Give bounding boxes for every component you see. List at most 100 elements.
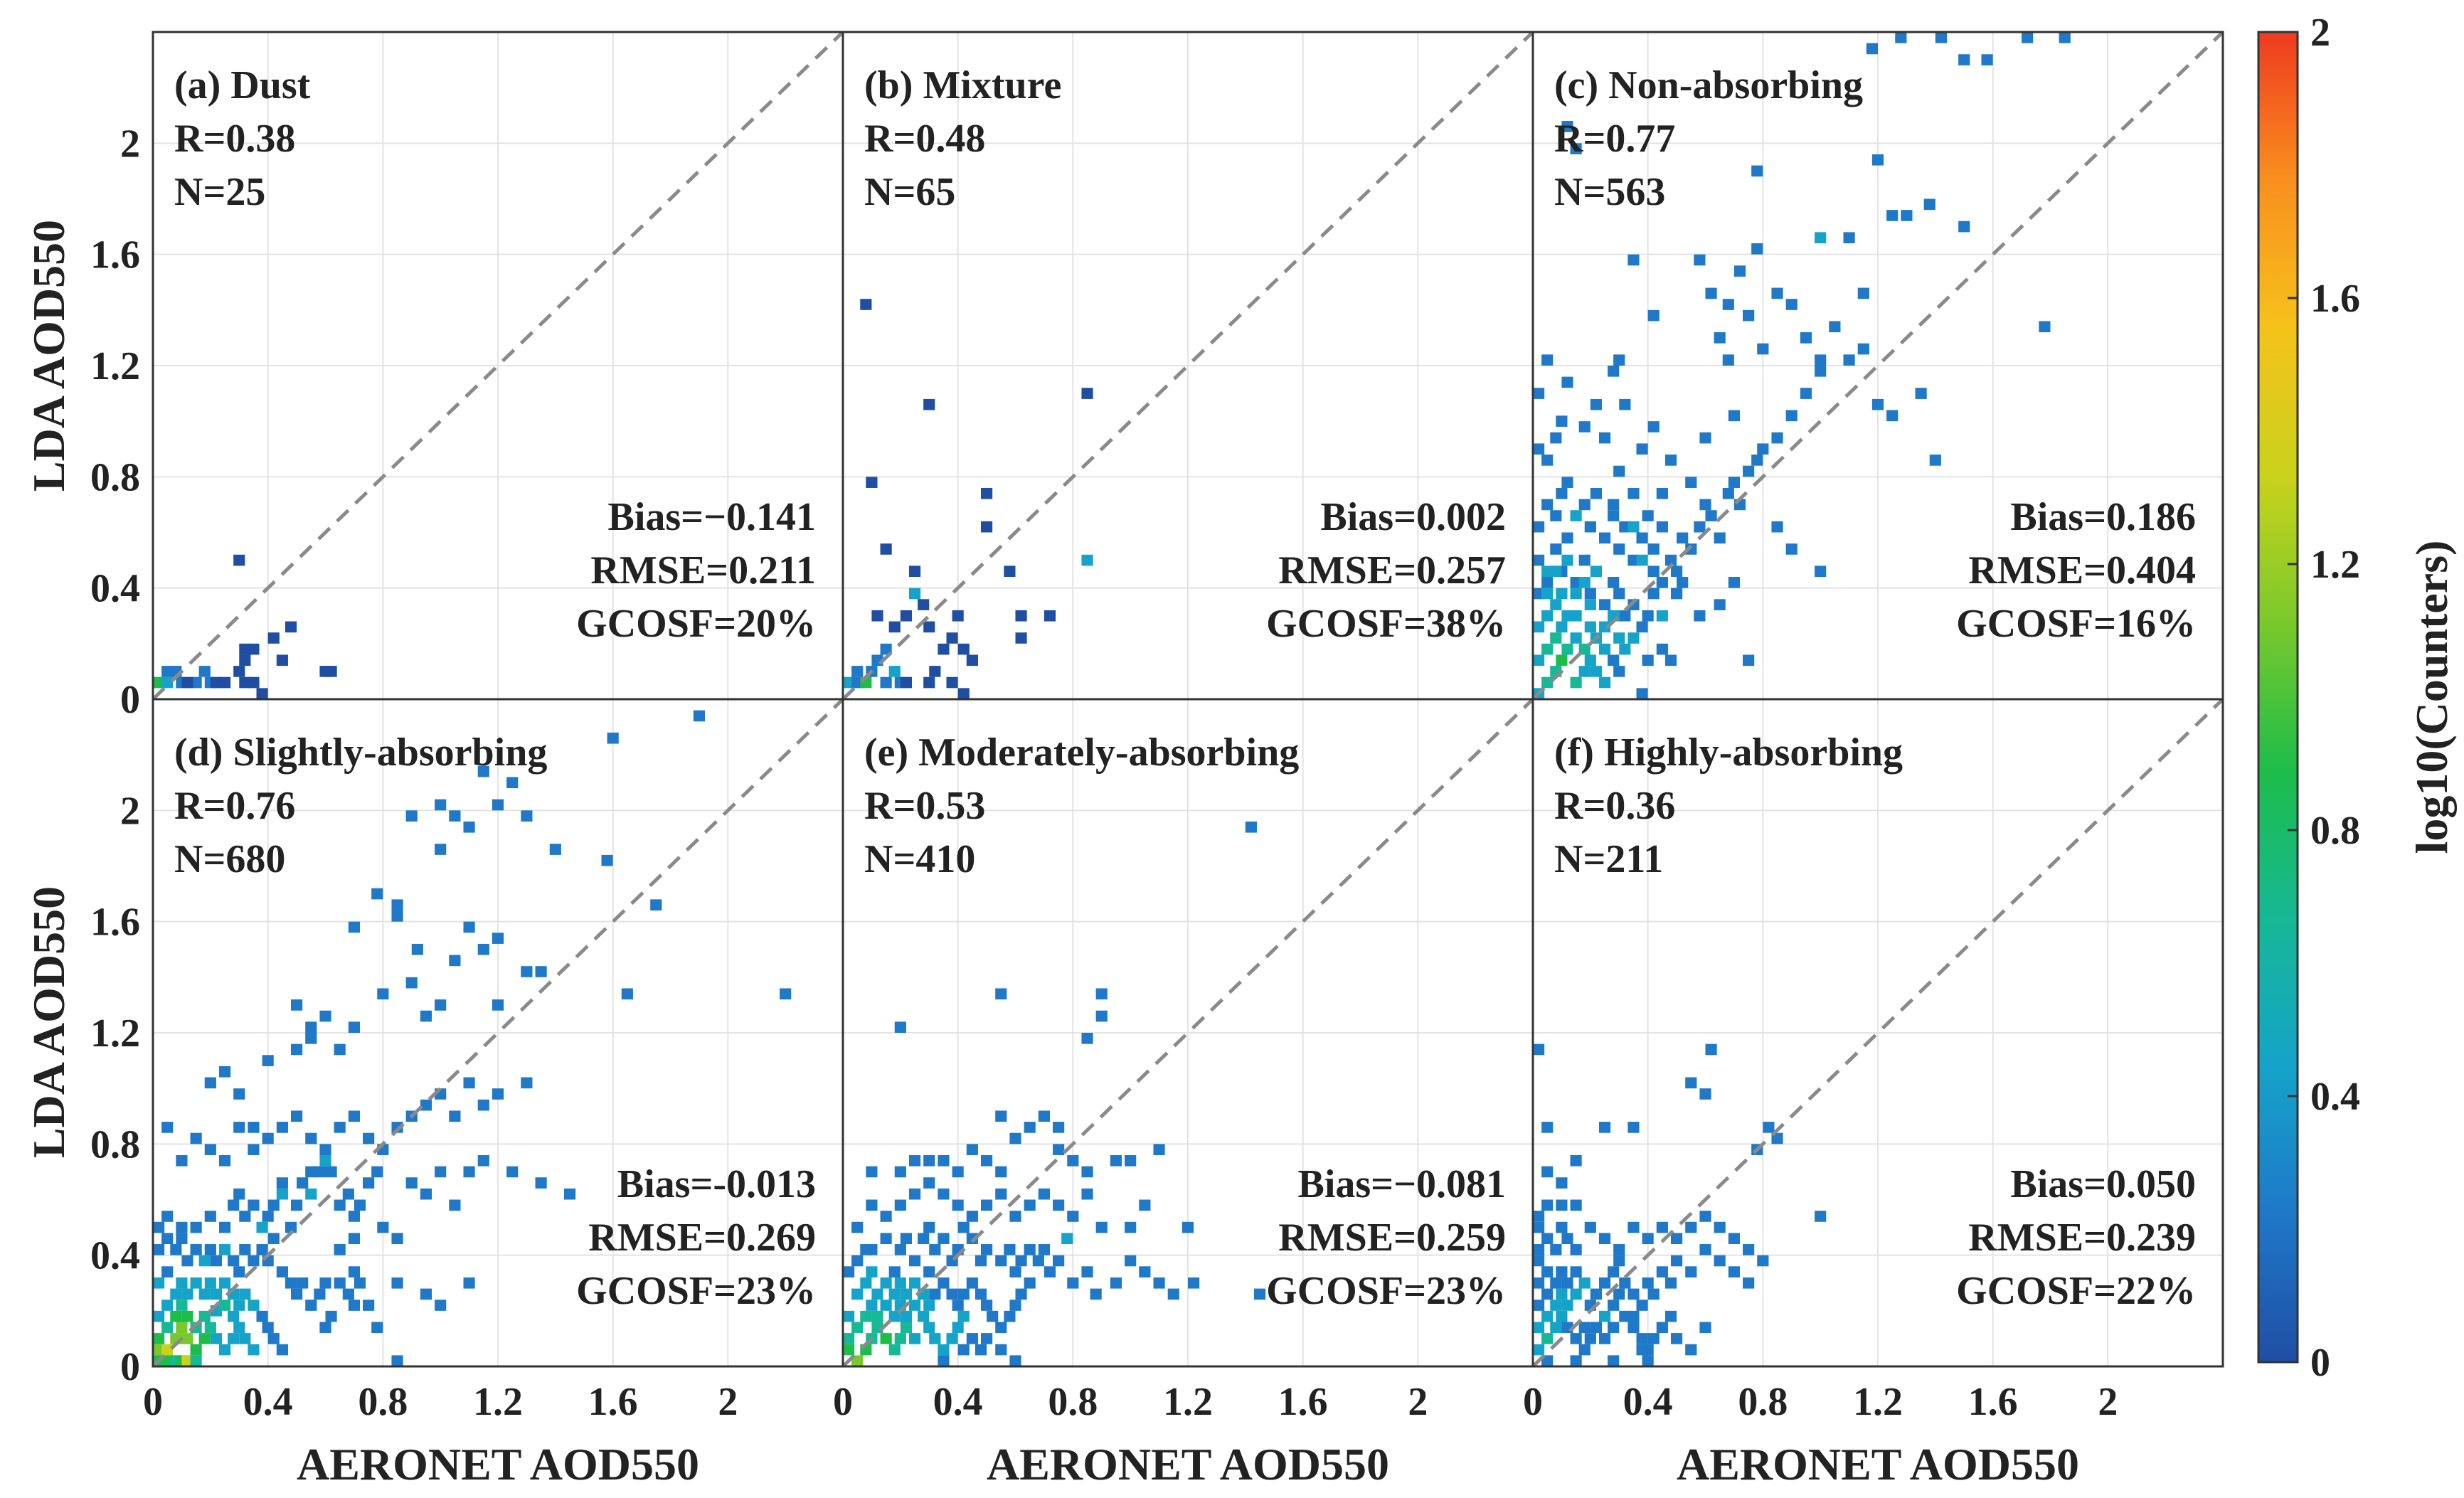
heatmap-cell: [1757, 343, 1769, 355]
heatmap-cell: [233, 666, 245, 677]
panel-f: (f) Highly-absorbing R=0.36 N=211 Bias=0.05…: [1523, 698, 2224, 1424]
panel-bias: Bias=0.002: [1320, 495, 1506, 539]
heatmap-cell: [843, 1310, 855, 1322]
heatmap-cell: [621, 988, 633, 1000]
heatmap-cell: [1245, 821, 1257, 833]
heatmap-cell: [1570, 588, 1582, 600]
heatmap-cell: [210, 1288, 222, 1300]
heatmap-cell: [1981, 54, 1993, 65]
heatmap-cell: [233, 1322, 245, 1334]
heatmap-cell: [463, 1277, 475, 1289]
heatmap-cell: [1044, 610, 1056, 622]
one-to-one-line: [1531, 31, 2224, 701]
heatmap-cell: [1533, 1300, 1545, 1311]
heatmap-cell: [880, 676, 892, 689]
heatmap-cell: [276, 1188, 288, 1200]
heatmap-cell: [218, 1221, 231, 1233]
panel-e: (e) Moderately-absorbing R=0.53 N=410 Bias=…: [833, 698, 1534, 1424]
panel-a: (a) Dust R=0.38 N=25 Bias=−0.141 RMSE=0.211 G…: [90, 31, 844, 722]
heatmap-cell: [319, 1010, 331, 1022]
heatmap-cell: [1923, 198, 1935, 211]
heatmap-cell: [1541, 1355, 1554, 1366]
heatmap-cell: [1533, 388, 1545, 399]
heatmap-cell: [908, 1333, 921, 1344]
heatmap-cell: [995, 1255, 1007, 1267]
colorbar-bar: [2257, 31, 2299, 1364]
heatmap-cell: [995, 1188, 1007, 1200]
heatmap-cell: [1677, 532, 1689, 544]
heatmap-cell: [1647, 421, 1660, 432]
heatmap-cell: [1081, 1033, 1093, 1044]
heatmap-cell: [1751, 165, 1763, 177]
heatmap-cell: [1153, 1144, 1165, 1155]
heatmap-cell: [938, 1344, 950, 1356]
heatmap-cell: [248, 643, 260, 655]
heatmap-cell: [535, 966, 547, 977]
heatmap-cell: [291, 999, 303, 1011]
heatmap-cell: [2039, 321, 2051, 333]
heatmap-cell: [297, 1277, 309, 1289]
heatmap-cell: [161, 1266, 174, 1277]
heatmap-cell: [880, 543, 892, 555]
heatmap-cell: [888, 1310, 901, 1322]
heatmap-cell: [871, 610, 883, 622]
heatmap-cell: [1556, 1199, 1568, 1211]
heatmap-cell: [923, 1266, 935, 1277]
heatmap-cell: [1958, 54, 1970, 65]
heatmap-cell: [319, 1144, 331, 1155]
heatmap-cell: [176, 1300, 188, 1311]
heatmap-cell: [981, 487, 993, 499]
heatmap-cell: [981, 521, 993, 533]
heatmap-cell: [1619, 1277, 1631, 1289]
heatmap-cell: [1181, 1221, 1194, 1233]
heatmap-cell: [1541, 1266, 1554, 1277]
heatmap-cell: [1608, 1266, 1620, 1277]
x-tick-label: 0.4: [243, 1380, 293, 1424]
heatmap-cell: [923, 398, 935, 410]
heatmap-cell: [363, 1300, 375, 1311]
y-tick-label: 2: [120, 789, 140, 833]
heatmap-cell: [1584, 1221, 1596, 1233]
x-tick-label: 1.2: [1163, 1380, 1213, 1424]
heatmap-cell: [1656, 487, 1668, 499]
heatmap-cell: [1541, 499, 1554, 511]
panel-bias: Bias=-0.013: [617, 1162, 816, 1206]
heatmap-cell: [285, 621, 297, 633]
heatmap-cell: [210, 1255, 222, 1267]
heatmap-cell: [908, 1188, 921, 1200]
y-tick-label: 2: [120, 122, 140, 166]
heatmap-cell: [1613, 666, 1625, 677]
heatmap-cell: [1081, 1266, 1093, 1277]
heatmap-cell: [1699, 1244, 1711, 1255]
heatmap-cell: [161, 676, 174, 689]
heatmap-cell: [981, 1300, 993, 1311]
heatmap-cell: [239, 1288, 251, 1300]
panel-rmse: RMSE=0.211: [590, 548, 816, 593]
heatmap-cell: [1009, 1132, 1021, 1144]
heatmap-cell: [1815, 354, 1827, 366]
y-tick-label: 1.6: [90, 233, 140, 277]
heatmap-cell: [190, 1322, 202, 1334]
heatmap-cell: [435, 1300, 447, 1311]
heatmap-cell: [363, 1177, 375, 1189]
heatmap-cell: [1722, 299, 1734, 310]
heatmap-cell: [946, 632, 958, 644]
heatmap-cell: [1714, 599, 1726, 610]
heatmap-cell: [1038, 1244, 1050, 1255]
heatmap-cell: [371, 888, 383, 900]
heatmap-cell: [198, 1310, 211, 1322]
heatmap-cell: [314, 1288, 326, 1300]
heatmap-cell: [923, 1300, 935, 1311]
heatmap-cell: [1685, 477, 1697, 488]
heatmap-cell: [1053, 1199, 1065, 1211]
heatmap-cell: [1757, 1255, 1769, 1267]
heatmap-cell: [952, 1300, 964, 1311]
x-tick-label: 1.2: [1853, 1380, 1903, 1424]
heatmap-cell: [1751, 243, 1763, 255]
heatmap-cell: [305, 1132, 317, 1144]
heatmap-cell: [1590, 487, 1602, 499]
heatmap-cell: [1785, 410, 1797, 422]
heatmap-cell: [1901, 210, 1913, 221]
heatmap-cell: [181, 1255, 193, 1267]
heatmap-cell: [176, 1221, 188, 1233]
